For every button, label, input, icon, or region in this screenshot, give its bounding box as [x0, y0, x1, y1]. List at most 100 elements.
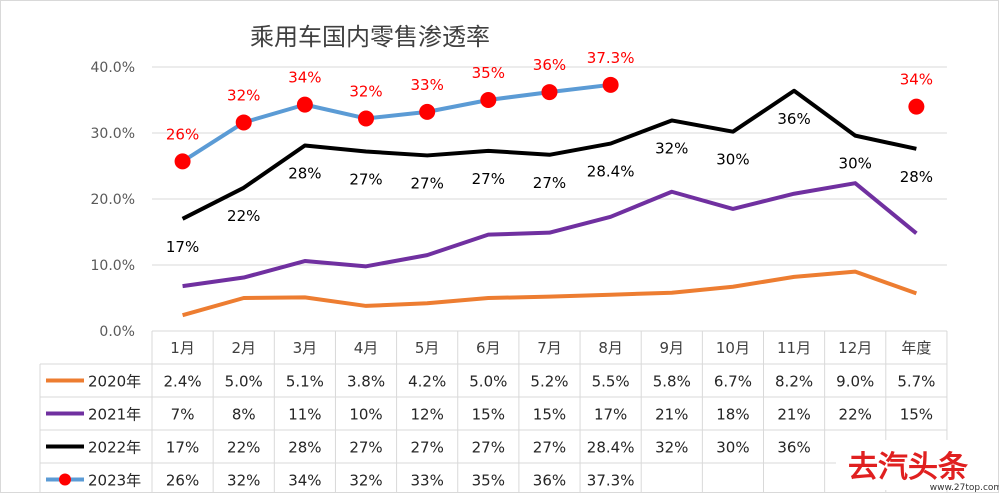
table-cell: 6.7%: [714, 373, 752, 391]
table-cell: 28.4%: [587, 439, 635, 457]
table-cell: 33%: [411, 472, 444, 490]
table-cell: 18%: [716, 406, 749, 424]
table-cell: 9.0%: [836, 373, 874, 391]
table-cell: 22%: [839, 406, 872, 424]
category-label: 8月: [598, 339, 623, 357]
table-cell: 35%: [472, 472, 505, 490]
legend-marker: [59, 473, 71, 486]
category-label: 3月: [293, 339, 318, 357]
table-cell: 17%: [166, 439, 199, 457]
table-cell: 5.8%: [653, 373, 691, 391]
category-label: 9月: [660, 339, 685, 357]
data-label: 37.3%: [587, 49, 635, 67]
table-cell: 8%: [232, 406, 256, 424]
table-cell: 7%: [171, 406, 195, 424]
table-cell: 15%: [900, 406, 933, 424]
table-cell: 30%: [716, 439, 749, 457]
table-cell: 36%: [777, 439, 810, 457]
data-label: 34%: [900, 71, 933, 89]
table-cell: 21%: [655, 406, 688, 424]
legend-label: 2021年: [88, 406, 141, 424]
data-label: 27%: [472, 170, 505, 188]
data-label: 33%: [411, 76, 444, 94]
category-label: 11月: [777, 339, 811, 357]
data-label: 22%: [227, 207, 260, 225]
data-label: 32%: [227, 86, 260, 104]
category-label: 5月: [415, 339, 440, 357]
table-cell: 36%: [533, 472, 566, 490]
data-point: [908, 98, 925, 115]
data-label: 26%: [166, 125, 199, 143]
series-line: [182, 181, 918, 289]
table-cell: 5.5%: [592, 373, 630, 391]
data-labels: 26% 32% 34% 32% 33% 35% 36% 37.3% 34% 17% 22% 28% 27…: [166, 49, 933, 256]
table-cell: 32%: [227, 472, 260, 490]
legend-label: 2022年: [88, 439, 141, 457]
data-label: 28%: [900, 168, 933, 186]
category-label: 2月: [231, 339, 256, 357]
series-line: [181, 88, 917, 221]
table-cell: 11%: [288, 406, 321, 424]
data-label: 27%: [533, 174, 566, 192]
table-cell: 10%: [349, 406, 382, 424]
series-line: [182, 269, 918, 318]
series-lines: [174, 76, 925, 318]
y-axis: 0.0% 10.0% 20.0% 30.0% 40.0%: [91, 60, 135, 340]
table-cell: 15%: [472, 406, 505, 424]
table-cell: 22%: [227, 439, 260, 457]
category-label: 12月: [838, 339, 872, 357]
data-label: 36%: [533, 56, 566, 74]
table-cell: 27%: [349, 439, 382, 457]
watermark-sub: www.27top.com: [930, 483, 999, 493]
data-label: 30%: [716, 151, 749, 169]
table-cell: 32%: [655, 439, 688, 457]
table-cell: 27%: [411, 439, 444, 457]
y-tick-label: 40.0%: [91, 60, 135, 76]
category-label: 10月: [716, 339, 750, 357]
category-label: 4月: [354, 339, 379, 357]
data-label: 27%: [349, 170, 382, 188]
data-label: 36%: [777, 110, 810, 128]
data-point: [296, 96, 313, 113]
table-cell: 5.1%: [286, 373, 324, 391]
y-tick-label: 10.0%: [91, 258, 135, 274]
data-label: 27%: [411, 174, 444, 192]
watermark: 去汽头条 www.27top.com: [836, 440, 999, 493]
table-cell: 3.8%: [347, 373, 385, 391]
data-label: 30%: [839, 155, 872, 173]
data-point: [480, 92, 497, 108]
series-line: [181, 82, 611, 164]
data-point: [174, 153, 191, 170]
watermark-text: 去汽头条: [848, 450, 968, 485]
table-cell: 28%: [288, 439, 321, 457]
data-label: 34%: [288, 69, 321, 87]
table-cell: 32%: [349, 472, 382, 490]
legend-label: 2023年: [88, 472, 141, 490]
data-point: [541, 84, 558, 101]
category-label: 7月: [537, 339, 562, 357]
table-cell: 27%: [533, 439, 566, 457]
table-cell: 21%: [777, 406, 810, 424]
data-table: 1月 2月 3月 4月 5月 6月 7月 8月 9月 10月 11月 12月 年度 2020年 2.4% 5.…: [39, 330, 948, 493]
table-cell: 37.3%: [587, 472, 635, 490]
table-cell: 5.0%: [469, 373, 507, 391]
legend-label: 2020年: [88, 373, 141, 391]
data-label: 28%: [288, 165, 321, 183]
chart-title: 乘用车国内零售渗透率: [250, 23, 490, 51]
data-point: [602, 76, 619, 93]
table-cell: 5.2%: [530, 373, 568, 391]
data-label: 32%: [349, 82, 382, 100]
table-cell: 4.2%: [408, 373, 446, 391]
table-cell: 34%: [288, 472, 321, 490]
table-cell: 8.2%: [775, 373, 813, 391]
data-label: 17%: [166, 238, 199, 256]
data-point: [419, 103, 436, 120]
table-cell: 17%: [594, 406, 627, 424]
data-label: 32%: [655, 139, 688, 157]
y-tick-label: 30.0%: [91, 126, 135, 142]
table-cell: 2.4%: [164, 373, 202, 391]
table-cell: 15%: [533, 406, 566, 424]
category-label: 1月: [170, 339, 195, 357]
